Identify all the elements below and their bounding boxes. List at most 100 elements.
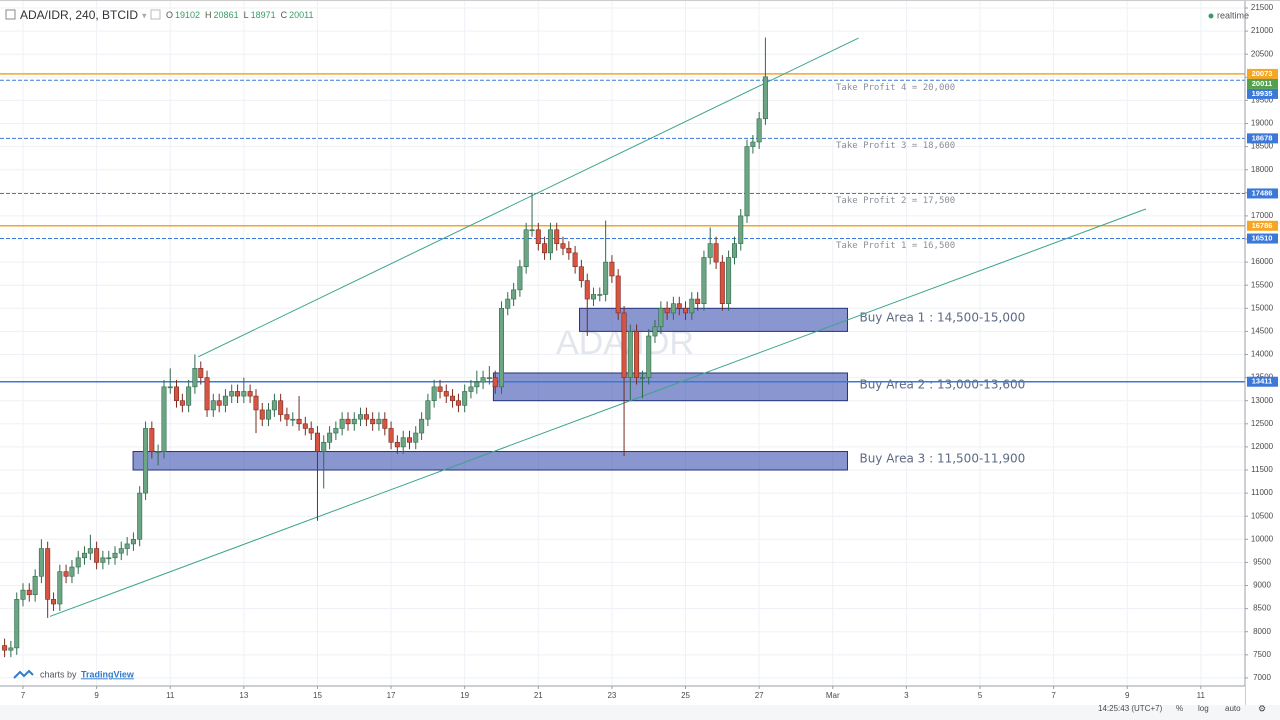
candle-body: [63, 571, 69, 577]
candle-body: [118, 548, 124, 554]
candle-body: [8, 647, 14, 651]
candle-body: [333, 428, 339, 434]
x-tick-label: 19: [460, 691, 469, 700]
candle-body: [664, 308, 670, 314]
price-tag-label: 16510: [1252, 234, 1273, 243]
candle-body: [26, 589, 32, 596]
x-tick-label: 11: [1197, 691, 1206, 700]
candle-body: [547, 229, 553, 254]
x-tick-label: Mar: [826, 691, 840, 700]
level-note: Take Profit 1 = 16,500: [836, 241, 955, 251]
candle-body: [591, 294, 597, 300]
price-tag: [1247, 233, 1278, 244]
compare-button[interactable]: [150, 9, 161, 20]
realtime-label: realtime: [1217, 10, 1249, 20]
candle-body: [290, 418, 296, 421]
candle-body: [462, 391, 468, 406]
level-note: Take Profit 4 = 20,000: [836, 83, 955, 93]
candle-body: [216, 400, 222, 406]
candle-body: [498, 308, 504, 388]
x-tick-label: 7: [21, 691, 26, 700]
candle-body: [388, 428, 394, 443]
candle-body: [394, 441, 400, 448]
candle-body: [750, 141, 756, 147]
price-axis: [1245, 0, 1280, 705]
candle-body: [20, 589, 26, 600]
candle-body: [443, 391, 449, 397]
candle-body: [186, 386, 192, 406]
candle-body: [173, 386, 179, 402]
y-tick-label: 14000: [1251, 350, 1274, 359]
buy-zone: [132, 451, 848, 471]
realtime-dot: [1208, 13, 1214, 19]
y-tick-label: 18000: [1251, 165, 1274, 174]
candle-body: [57, 571, 63, 605]
brand-link[interactable]: TradingView: [81, 669, 135, 679]
x-tick-label: 15: [313, 691, 322, 700]
candle-body: [713, 243, 719, 263]
price-tag-label: 17486: [1252, 188, 1273, 197]
trend-line: [49, 208, 1147, 617]
y-tick-label: 7000: [1253, 673, 1271, 682]
candle-body: [455, 400, 461, 406]
x-tick-label: 17: [387, 691, 396, 700]
symbol-icon[interactable]: [5, 9, 16, 20]
candle-body: [130, 539, 136, 545]
candle-body: [738, 215, 744, 244]
buy-zone: [492, 372, 848, 402]
candle-body: [560, 243, 566, 249]
y-tick-label: 8000: [1253, 627, 1271, 636]
candle-body: [425, 400, 431, 420]
candle-body: [603, 261, 609, 295]
candle-body: [179, 400, 185, 406]
ohlc-value: 19102: [175, 10, 200, 20]
candle-body: [222, 395, 228, 406]
percent-button[interactable]: %: [1176, 704, 1183, 713]
candle-body: [406, 437, 412, 443]
candle-body: [419, 418, 425, 434]
candle-body: [358, 414, 364, 420]
candle-body: [321, 441, 327, 452]
candle-body: [81, 552, 87, 559]
y-tick-label: 9000: [1253, 581, 1271, 590]
price-tag: [1247, 88, 1278, 99]
dropdown-arrow[interactable]: ▾: [142, 10, 147, 20]
price-tag-label: 19935: [1252, 89, 1273, 98]
candle-body: [689, 298, 695, 314]
level-note: Take Profit 2 = 17,500: [836, 196, 955, 206]
candle-body: [450, 395, 456, 402]
candle-body: [676, 303, 682, 309]
x-tick-label: 13: [239, 691, 248, 700]
settings-button[interactable]: ⚙: [1258, 703, 1266, 713]
candle-body: [32, 575, 38, 596]
price-tag-label: 20073: [1252, 69, 1273, 78]
candle-body: [2, 645, 8, 651]
candle-body: [198, 368, 204, 378]
auto-button[interactable]: auto: [1225, 704, 1241, 713]
candle-body: [271, 400, 277, 411]
candle-body: [106, 557, 112, 560]
candle-body: [327, 432, 333, 443]
candle-body: [683, 308, 689, 314]
zone-label: Buy Area 1 : 14,500-15,000: [859, 310, 1025, 324]
x-tick-label: 9: [1125, 691, 1130, 700]
zone-label: Buy Area 2 : 13,000-13,600: [859, 377, 1025, 391]
price-tag: [1247, 78, 1278, 89]
candle-body: [137, 492, 143, 540]
level-note: Take Profit 3 = 18,600: [836, 141, 955, 151]
candle-body: [634, 331, 640, 378]
ohlc-letter: O: [166, 10, 173, 20]
candle-body: [87, 548, 93, 554]
candle-body: [124, 543, 130, 549]
y-tick-label: 18500: [1251, 142, 1274, 151]
candle-body: [492, 377, 498, 388]
price-tag: [1247, 376, 1278, 387]
candle-body: [161, 386, 167, 452]
x-tick-label: 9: [94, 691, 99, 700]
candle-body: [382, 418, 388, 429]
ohlc-letter: C: [281, 10, 288, 20]
x-tick-label: 27: [755, 691, 764, 700]
log-button[interactable]: log: [1198, 704, 1209, 713]
candle-body: [535, 229, 541, 244]
